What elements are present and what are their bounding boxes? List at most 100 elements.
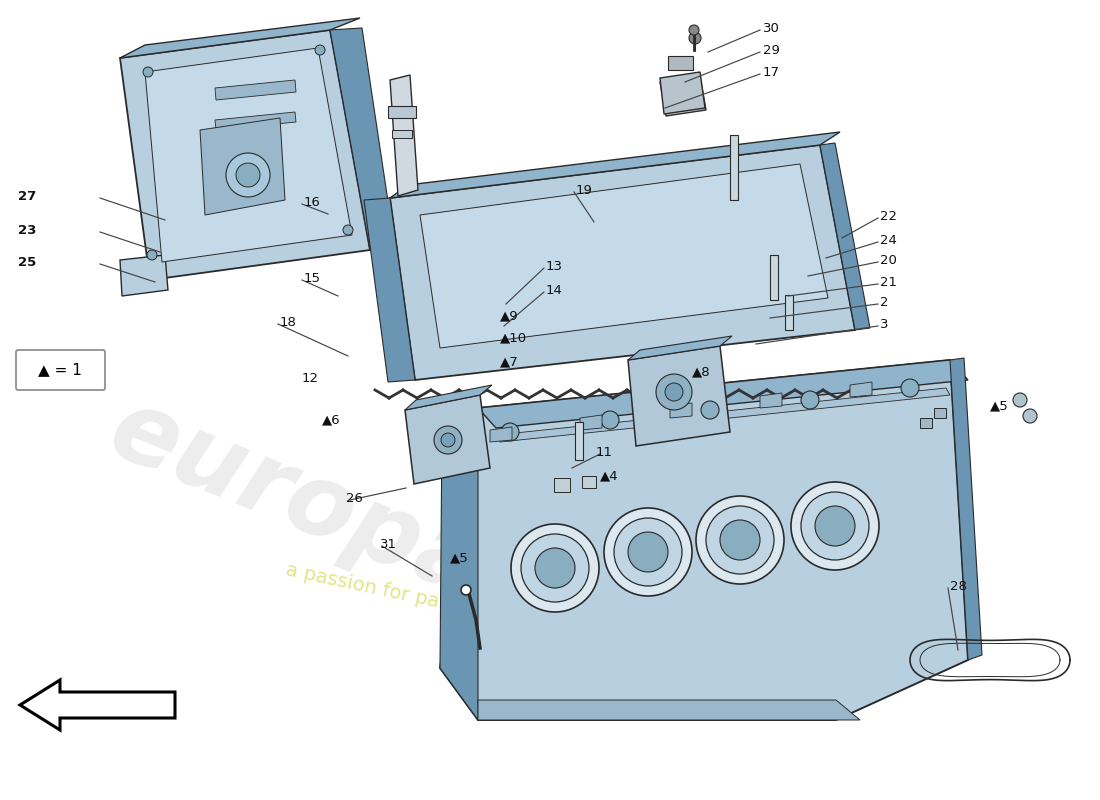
Circle shape <box>689 32 701 44</box>
Polygon shape <box>364 198 415 382</box>
Circle shape <box>701 401 719 419</box>
Circle shape <box>236 163 260 187</box>
Text: 15: 15 <box>304 271 321 285</box>
Bar <box>388 106 416 118</box>
Circle shape <box>656 374 692 410</box>
Bar <box>785 295 793 330</box>
Polygon shape <box>628 346 730 446</box>
Polygon shape <box>660 72 705 114</box>
Circle shape <box>1013 393 1027 407</box>
Polygon shape <box>496 388 950 442</box>
Bar <box>668 56 693 70</box>
Polygon shape <box>120 30 370 280</box>
Text: 14: 14 <box>546 283 563 297</box>
Polygon shape <box>390 132 840 198</box>
Circle shape <box>791 482 879 570</box>
Text: 13: 13 <box>546 259 563 273</box>
Text: 17: 17 <box>763 66 780 78</box>
Polygon shape <box>120 18 360 58</box>
FancyBboxPatch shape <box>16 350 104 390</box>
Polygon shape <box>390 75 418 196</box>
Polygon shape <box>330 28 395 250</box>
Circle shape <box>226 153 270 197</box>
Text: 20: 20 <box>880 254 896 266</box>
Polygon shape <box>670 403 692 418</box>
Circle shape <box>147 250 157 260</box>
Text: 2: 2 <box>880 295 889 309</box>
Bar <box>554 478 570 492</box>
Text: 31: 31 <box>379 538 397 550</box>
Polygon shape <box>405 395 490 484</box>
Circle shape <box>901 379 918 397</box>
Polygon shape <box>920 418 932 428</box>
Circle shape <box>521 534 588 602</box>
Polygon shape <box>950 358 982 660</box>
Text: 21: 21 <box>880 275 896 289</box>
Circle shape <box>801 492 869 560</box>
Circle shape <box>696 496 784 584</box>
Text: 3: 3 <box>880 318 889 330</box>
Text: 19: 19 <box>576 183 593 197</box>
Bar <box>392 130 412 138</box>
Polygon shape <box>820 143 870 330</box>
Polygon shape <box>478 700 860 720</box>
Circle shape <box>500 423 519 441</box>
Text: 23: 23 <box>18 223 36 237</box>
Text: 16: 16 <box>304 195 321 209</box>
Polygon shape <box>440 408 478 720</box>
Circle shape <box>343 225 353 235</box>
Polygon shape <box>390 145 855 380</box>
Polygon shape <box>420 164 828 348</box>
Text: 29: 29 <box>763 43 780 57</box>
Text: ▲5: ▲5 <box>990 399 1009 413</box>
Bar <box>770 255 778 300</box>
Polygon shape <box>580 415 602 430</box>
Text: ▲6: ▲6 <box>322 414 341 426</box>
Polygon shape <box>120 255 168 296</box>
Text: 22: 22 <box>880 210 896 222</box>
Polygon shape <box>200 118 285 215</box>
Polygon shape <box>145 48 352 262</box>
Text: ▲7: ▲7 <box>500 355 519 369</box>
Polygon shape <box>628 336 732 360</box>
Circle shape <box>666 383 683 401</box>
Bar <box>730 135 738 200</box>
Text: 11: 11 <box>596 446 613 458</box>
Circle shape <box>1023 409 1037 423</box>
Circle shape <box>815 506 855 546</box>
Circle shape <box>512 524 600 612</box>
Circle shape <box>706 506 774 574</box>
Polygon shape <box>934 408 946 418</box>
Circle shape <box>441 433 455 447</box>
Circle shape <box>614 518 682 586</box>
Text: 12: 12 <box>302 371 319 385</box>
Polygon shape <box>660 76 706 116</box>
Text: 30: 30 <box>763 22 780 34</box>
Text: 27: 27 <box>18 190 36 202</box>
Text: 26: 26 <box>346 491 363 505</box>
Polygon shape <box>405 385 492 410</box>
Text: ▲4: ▲4 <box>600 470 618 482</box>
Circle shape <box>143 67 153 77</box>
Text: ▲8: ▲8 <box>692 366 711 378</box>
Circle shape <box>604 508 692 596</box>
Circle shape <box>801 391 820 409</box>
Polygon shape <box>20 680 175 730</box>
Text: 18: 18 <box>280 315 297 329</box>
Text: ▲5: ▲5 <box>450 551 469 565</box>
Circle shape <box>315 45 324 55</box>
Circle shape <box>601 411 619 429</box>
Circle shape <box>628 532 668 572</box>
Circle shape <box>689 25 698 35</box>
Text: 24: 24 <box>880 234 896 246</box>
Polygon shape <box>490 427 512 442</box>
Polygon shape <box>850 382 872 397</box>
Bar <box>575 422 583 460</box>
Text: ▲9: ▲9 <box>500 310 518 322</box>
Text: 28: 28 <box>950 579 967 593</box>
Circle shape <box>535 548 575 588</box>
Text: europarts: europarts <box>96 382 645 678</box>
Text: a passion for parts since 1985: a passion for parts since 1985 <box>284 560 576 640</box>
Polygon shape <box>214 112 296 130</box>
Polygon shape <box>760 393 782 408</box>
